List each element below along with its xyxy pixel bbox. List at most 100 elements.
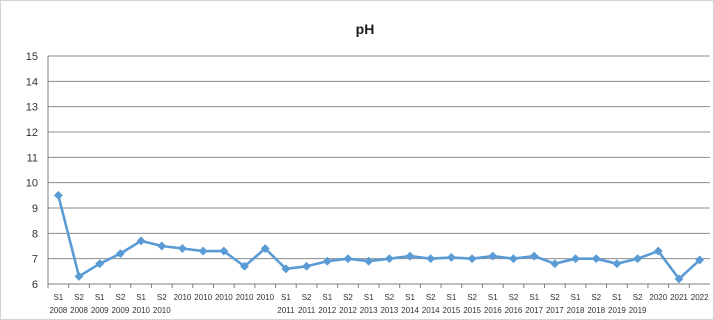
x-tick-label-top: S2 <box>467 293 477 302</box>
data-point <box>157 241 167 251</box>
data-point <box>343 254 353 264</box>
data-point <box>612 259 622 269</box>
y-tick-label: 15 <box>26 51 38 63</box>
x-tick-label-top: S2 <box>116 293 126 302</box>
x-tick-label-bottom: 2016 <box>505 306 523 315</box>
x-tick-label-top: S2 <box>550 293 560 302</box>
data-point <box>550 259 560 269</box>
y-tick-label: 13 <box>26 102 38 114</box>
data-point <box>115 249 125 259</box>
x-tick-label-top: 2010 <box>194 293 212 302</box>
x-tick-label-top: 2010 <box>174 293 192 302</box>
x-tick-label-bottom: 2017 <box>525 306 543 315</box>
x-tick-label-top: S1 <box>281 293 291 302</box>
x-tick-label-bottom: 2012 <box>339 306 357 315</box>
x-tick-label-top: S1 <box>612 293 622 302</box>
x-tick-label-top: S1 <box>136 293 146 302</box>
x-tick-label-bottom: 2015 <box>463 306 481 315</box>
x-tick-label-bottom: 2017 <box>546 306 564 315</box>
data-point <box>508 254 519 264</box>
x-tick-label-bottom: 2018 <box>567 306 585 315</box>
data-point <box>136 236 146 246</box>
data-point <box>446 252 456 262</box>
x-tick-label-bottom: 2016 <box>484 306 502 315</box>
chart-title: pH <box>356 21 375 37</box>
data-point <box>467 254 477 264</box>
x-tick-label-top: S1 <box>405 293 415 302</box>
x-tick-label-top: 2020 <box>649 293 667 302</box>
x-tick-label-top: 2010 <box>215 293 233 302</box>
data-point <box>281 264 291 274</box>
data-point <box>405 251 415 261</box>
x-tick-label-bottom: 2008 <box>70 306 88 315</box>
x-tick-label-bottom: 2010 <box>132 306 150 315</box>
x-tick-label-bottom: 2011 <box>277 306 295 315</box>
x-tick-label-top: S1 <box>364 293 374 302</box>
series-ph <box>53 190 705 284</box>
data-point <box>53 190 63 200</box>
y-tick-label: 10 <box>26 178 38 190</box>
x-tick-label-top: S2 <box>384 293 394 302</box>
x-tick-label-top: S2 <box>157 293 167 302</box>
x-tick-label-bottom: 2010 <box>153 306 171 315</box>
x-tick-label-bottom: 2009 <box>91 306 109 315</box>
y-tick-label: 9 <box>32 203 38 215</box>
y-tick-label: 12 <box>26 127 38 139</box>
data-point <box>426 254 436 264</box>
data-point <box>260 243 270 254</box>
x-tick-label-bottom: 2011 <box>298 306 316 315</box>
x-tick-label-top: S1 <box>529 293 539 302</box>
x-tick-label-top: S2 <box>591 293 601 302</box>
data-point <box>653 246 663 256</box>
x-tick-label-top: S1 <box>53 293 63 302</box>
x-tick-label-top: 2021 <box>670 293 688 302</box>
data-point <box>322 256 332 266</box>
x-tick-label-top: S1 <box>488 293 498 302</box>
data-point <box>239 261 250 271</box>
data-point <box>529 251 539 261</box>
x-tick-label-top: S1 <box>447 293 457 302</box>
y-tick-label: 11 <box>27 152 38 164</box>
data-point <box>633 254 643 264</box>
x-tick-label-bottom: 2009 <box>112 306 130 315</box>
data-point <box>219 246 229 256</box>
data-point <box>364 256 374 266</box>
x-tick-label-bottom: 2019 <box>629 306 647 315</box>
gridlines <box>47 55 710 288</box>
data-point <box>95 259 105 269</box>
x-tick-label-bottom: 2013 <box>380 306 398 315</box>
data-point <box>591 254 601 264</box>
data-point <box>570 254 581 264</box>
x-tick-label-bottom: 2008 <box>49 306 67 315</box>
x-tick-label-bottom: 2013 <box>360 306 378 315</box>
x-tick-label-top: S2 <box>343 293 353 302</box>
data-point <box>74 271 84 281</box>
x-tick-label-top: 2022 <box>691 293 709 302</box>
x-tick-label-top: S2 <box>509 293 519 302</box>
x-tick-label-top: S2 <box>302 293 312 302</box>
x-tick-label-top: 2010 <box>236 293 254 302</box>
y-tick-label: 8 <box>32 228 38 240</box>
data-point <box>177 243 188 254</box>
y-tick-label: 14 <box>26 76 38 88</box>
x-tick-label-bottom: 2015 <box>443 306 461 315</box>
x-tick-label-top: 2010 <box>256 293 274 302</box>
x-tick-label-top: S2 <box>633 293 643 302</box>
data-point <box>674 274 684 284</box>
x-tick-label-bottom: 2012 <box>318 306 336 315</box>
x-tick-label-bottom: 2019 <box>608 306 626 315</box>
x-axis-tick-labels: S12008S22008S12009S22009S12010S220102010… <box>49 293 709 315</box>
x-tick-label-top: S2 <box>426 293 436 302</box>
x-tick-label-top: S1 <box>95 293 105 302</box>
y-tick-label: 7 <box>32 254 38 266</box>
x-tick-label-top: S1 <box>322 293 332 302</box>
x-tick-label-bottom: 2018 <box>587 306 605 315</box>
data-point <box>198 246 208 256</box>
x-tick-label-bottom: 2014 <box>401 306 419 315</box>
y-tick-label: 6 <box>32 279 38 291</box>
x-tick-label-bottom: 2014 <box>422 306 440 315</box>
data-point <box>384 254 394 264</box>
x-tick-label-top: S2 <box>74 293 84 302</box>
